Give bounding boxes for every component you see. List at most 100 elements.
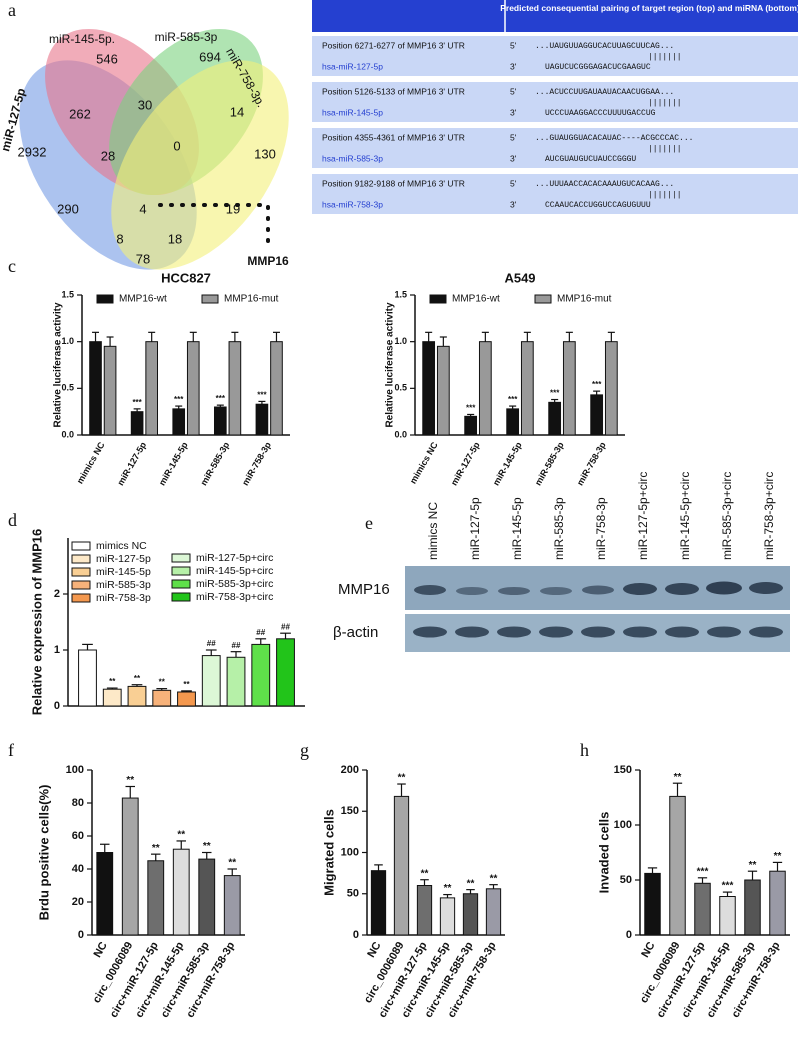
error-bar (647, 867, 658, 874)
significance-label: *** (132, 398, 142, 407)
error-bar (420, 879, 429, 886)
y-tick-label: 2 (54, 588, 60, 600)
panel-label: c (8, 256, 16, 276)
pairing-table: b Predicted consequential pairing of tar… (312, 0, 800, 220)
bar (172, 848, 190, 936)
error-bar (607, 331, 615, 342)
mirna-seq: UCCCUAAGGACCCUUUUGACCUG (545, 109, 656, 118)
band (581, 626, 615, 638)
bar (604, 341, 618, 436)
y-tick-label: 150 (341, 805, 359, 817)
region-count: 290 (57, 201, 79, 216)
panel-label: d (8, 510, 17, 530)
region-count: 694 (199, 49, 221, 64)
legend-label: MMP16-wt (119, 294, 167, 305)
x-tick-label: miR-585-3p (198, 440, 231, 487)
error-bar (551, 398, 559, 403)
error-bar (439, 336, 447, 347)
bar (439, 897, 456, 936)
significance-label: ** (152, 843, 160, 854)
lane-label: miR-145-5p+circ (678, 472, 692, 560)
significance-label: ** (203, 841, 211, 852)
strand-end: 3' (510, 153, 517, 163)
legend-label: MMP16-mut (224, 294, 279, 305)
bar (644, 872, 661, 936)
band (456, 587, 488, 595)
mirna-seq: CCAAUCACCUGGUCCAGUGUUU (545, 201, 651, 210)
bar (769, 870, 786, 936)
bar (89, 341, 102, 436)
mirna-seq: AUCGUAUGUCUAUCCGGGU (545, 155, 636, 164)
band (539, 626, 573, 638)
bar (255, 403, 269, 436)
error-bar (425, 331, 433, 342)
x-tick-label: miR-758-3p (240, 440, 273, 487)
mirna-cell: hsa-miR-758-3p (322, 199, 383, 209)
bar (172, 408, 186, 436)
band (498, 587, 530, 595)
significance-label: *** (508, 395, 518, 404)
bar (416, 885, 433, 936)
bar (436, 345, 450, 436)
y-tick-label: 100 (614, 819, 632, 831)
bar (251, 643, 271, 707)
region-count: 8 (116, 231, 123, 246)
error-bar (272, 331, 280, 342)
bar (744, 879, 761, 936)
significance-label: *** (592, 380, 602, 389)
pairing: ||||||| (648, 191, 682, 200)
error-bar (133, 408, 141, 412)
error-bar (280, 632, 291, 639)
y-tick-label: 150 (614, 764, 632, 776)
y-axis-label: Relative expression of MMP16 (29, 529, 44, 715)
bar (201, 655, 221, 707)
target-seq: ...UAUGUUAGGUCACUUAGCUUCAG... (535, 42, 674, 51)
bar (464, 415, 478, 436)
error-bar (593, 390, 601, 395)
significance-label: *** (722, 881, 734, 892)
significance-label: *** (466, 404, 476, 413)
error-bar (374, 864, 383, 871)
lane-label: miR-127-5p (468, 497, 482, 560)
band (497, 626, 531, 638)
pairing: ||||||| (648, 53, 682, 62)
error-bar (189, 331, 197, 342)
significance-label: ** (421, 868, 429, 879)
band (414, 585, 446, 595)
legend-swatch (534, 294, 552, 304)
significance-label: *** (257, 391, 267, 400)
legend-swatch (71, 580, 91, 590)
row-label: MMP16 (338, 581, 390, 598)
y-tick-label: 1.0 (394, 336, 407, 346)
bar (548, 401, 562, 436)
significance-label: ** (444, 883, 452, 894)
significance-label: ## (256, 628, 265, 637)
error-bar (176, 840, 186, 850)
error-bar (466, 889, 475, 894)
bar (270, 341, 283, 436)
table-header (312, 0, 798, 32)
error-bar (697, 877, 708, 884)
band (749, 626, 783, 638)
bar (228, 341, 242, 436)
set-label: miR-585-3p (155, 30, 218, 44)
chart-title: HCC827 (161, 270, 211, 285)
bar (145, 341, 159, 436)
region-count: 18 (168, 231, 182, 246)
band (623, 583, 657, 595)
y-tick-label: 200 (341, 764, 359, 776)
x-tick-label: miR-585-3p (533, 440, 566, 487)
y-tick-label: 0 (353, 929, 359, 941)
strand-end: 5' (510, 86, 517, 96)
x-tick-label: miR-145-5p (491, 440, 524, 487)
error-bar (216, 404, 224, 407)
region-count: 28 (101, 148, 115, 163)
significance-label: ** (674, 772, 682, 783)
y-axis-label: Migrated cells (321, 809, 336, 896)
region-count: 2932 (18, 144, 47, 159)
pairing: ||||||| (648, 145, 682, 154)
bar (370, 870, 387, 936)
significance-label: ** (134, 674, 141, 683)
y-axis-label: Relative luciferase activity (53, 302, 64, 428)
legend-swatch (71, 541, 91, 551)
